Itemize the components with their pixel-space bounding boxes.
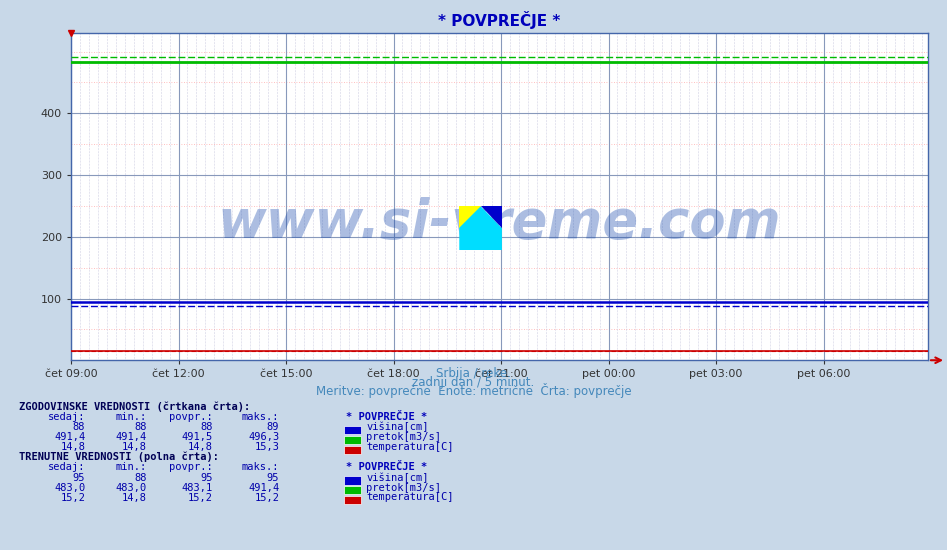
Text: 491,4: 491,4 xyxy=(116,432,147,442)
Text: 95: 95 xyxy=(201,472,213,483)
Text: 15,2: 15,2 xyxy=(255,492,279,503)
Text: pretok[m3/s]: pretok[m3/s] xyxy=(366,482,441,493)
Text: sedaj:: sedaj: xyxy=(47,462,85,472)
Text: pretok[m3/s]: pretok[m3/s] xyxy=(366,432,441,442)
Text: min.:: min.: xyxy=(116,411,147,422)
Text: sedaj:: sedaj: xyxy=(47,411,85,422)
Text: 491,4: 491,4 xyxy=(248,482,279,493)
Text: 491,4: 491,4 xyxy=(54,432,85,442)
Text: maks.:: maks.: xyxy=(241,462,279,472)
Text: 89: 89 xyxy=(267,422,279,432)
Text: 483,1: 483,1 xyxy=(182,482,213,493)
Polygon shape xyxy=(459,206,481,228)
Text: 15,2: 15,2 xyxy=(188,492,213,503)
Text: maks.:: maks.: xyxy=(241,411,279,422)
Text: temperatura[C]: temperatura[C] xyxy=(366,442,454,452)
Text: Srbija / reke.: Srbija / reke. xyxy=(436,367,511,380)
Text: višina[cm]: višina[cm] xyxy=(366,422,429,432)
Text: 14,8: 14,8 xyxy=(122,442,147,452)
Text: * POVPREČJE *: * POVPREČJE * xyxy=(346,411,427,422)
Text: 483,0: 483,0 xyxy=(116,482,147,493)
Text: www.si-vreme.com: www.si-vreme.com xyxy=(218,197,781,249)
Text: povpr.:: povpr.: xyxy=(170,411,213,422)
Text: 95: 95 xyxy=(73,472,85,483)
Text: temperatura[C]: temperatura[C] xyxy=(366,492,454,503)
Text: 491,5: 491,5 xyxy=(182,432,213,442)
Polygon shape xyxy=(481,206,502,228)
Text: min.:: min.: xyxy=(116,462,147,472)
Text: 88: 88 xyxy=(134,422,147,432)
Text: 88: 88 xyxy=(134,472,147,483)
Text: 483,0: 483,0 xyxy=(54,482,85,493)
Text: TRENUTNE VREDNOSTI (polna črta):: TRENUTNE VREDNOSTI (polna črta): xyxy=(19,452,219,463)
Text: 95: 95 xyxy=(267,472,279,483)
Title: * POVPREČJE *: * POVPREČJE * xyxy=(438,11,561,29)
Text: Meritve: povprečne  Enote: metrične  Črta: povprečje: Meritve: povprečne Enote: metrične Črta:… xyxy=(315,383,632,398)
Polygon shape xyxy=(459,206,502,250)
Text: 88: 88 xyxy=(201,422,213,432)
Text: 88: 88 xyxy=(73,422,85,432)
Text: 14,8: 14,8 xyxy=(61,442,85,452)
Text: zadnji dan / 5 minut.: zadnji dan / 5 minut. xyxy=(412,376,535,389)
Text: ZGODOVINSKE VREDNOSTI (črtkana črta):: ZGODOVINSKE VREDNOSTI (črtkana črta): xyxy=(19,402,250,412)
Text: 496,3: 496,3 xyxy=(248,432,279,442)
Text: * POVPREČJE *: * POVPREČJE * xyxy=(346,462,427,472)
Text: višina[cm]: višina[cm] xyxy=(366,472,429,483)
Text: 14,8: 14,8 xyxy=(122,492,147,503)
Text: 15,3: 15,3 xyxy=(255,442,279,452)
Text: 15,2: 15,2 xyxy=(61,492,85,503)
Text: povpr.:: povpr.: xyxy=(170,462,213,472)
Text: 14,8: 14,8 xyxy=(188,442,213,452)
